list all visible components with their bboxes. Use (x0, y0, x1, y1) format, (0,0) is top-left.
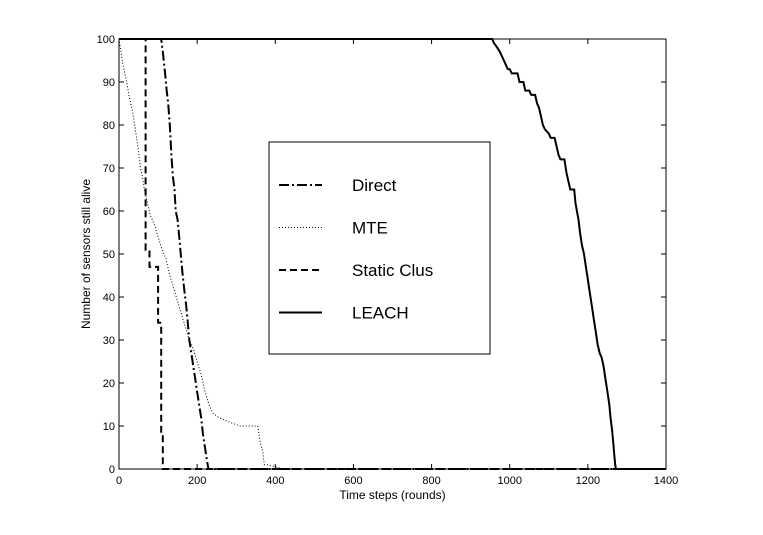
x-tick-label: 1000 (497, 475, 521, 487)
x-tick-label: 1400 (654, 475, 678, 487)
x-tick-label: 800 (422, 475, 440, 487)
x-tick-label: 0 (116, 475, 122, 487)
x-axis-label: Time steps (rounds) (339, 488, 445, 502)
x-tick-label: 1200 (576, 475, 600, 487)
y-tick-label: 80 (103, 120, 115, 132)
x-tick-label: 200 (188, 475, 206, 487)
series-line-direct (119, 38, 666, 470)
y-tick-label: 40 (103, 292, 115, 304)
legend-box (268, 141, 491, 355)
y-tick-label: 0 (109, 464, 115, 476)
y-tick-label: 30 (103, 335, 115, 347)
legend-label-leach: LEACH (352, 304, 409, 323)
y-tick-label: 20 (103, 378, 115, 390)
y-tick-label: 50 (103, 249, 115, 261)
legend-label-mte: MTE (352, 219, 388, 238)
y-axis-label: Number of sensors still alive (79, 179, 93, 329)
series-line-leach (119, 38, 666, 470)
series-line-mte (118, 38, 666, 470)
y-tick-label: 70 (103, 163, 115, 175)
legend-label-static-clus: Static Clus (352, 261, 433, 280)
series-line-static-clus (119, 38, 666, 470)
axis-ticks: 0 200 400 600 800 1000 1200 1400 0 10 20 30 40 50 60 70… (97, 34, 679, 487)
legend-label-direct: Direct (352, 176, 397, 195)
y-tick-label: 60 (103, 206, 115, 218)
plot-area-frame (118, 38, 667, 470)
x-tick-label: 600 (344, 475, 362, 487)
legend: Direct MTE Static Clus LEACH (268, 141, 491, 355)
y-tick-label: 90 (103, 77, 115, 89)
x-tick-label: 400 (266, 475, 284, 487)
y-tick-label: 10 (103, 421, 115, 433)
series-layer (118, 38, 666, 470)
y-tick-label: 100 (97, 34, 115, 46)
